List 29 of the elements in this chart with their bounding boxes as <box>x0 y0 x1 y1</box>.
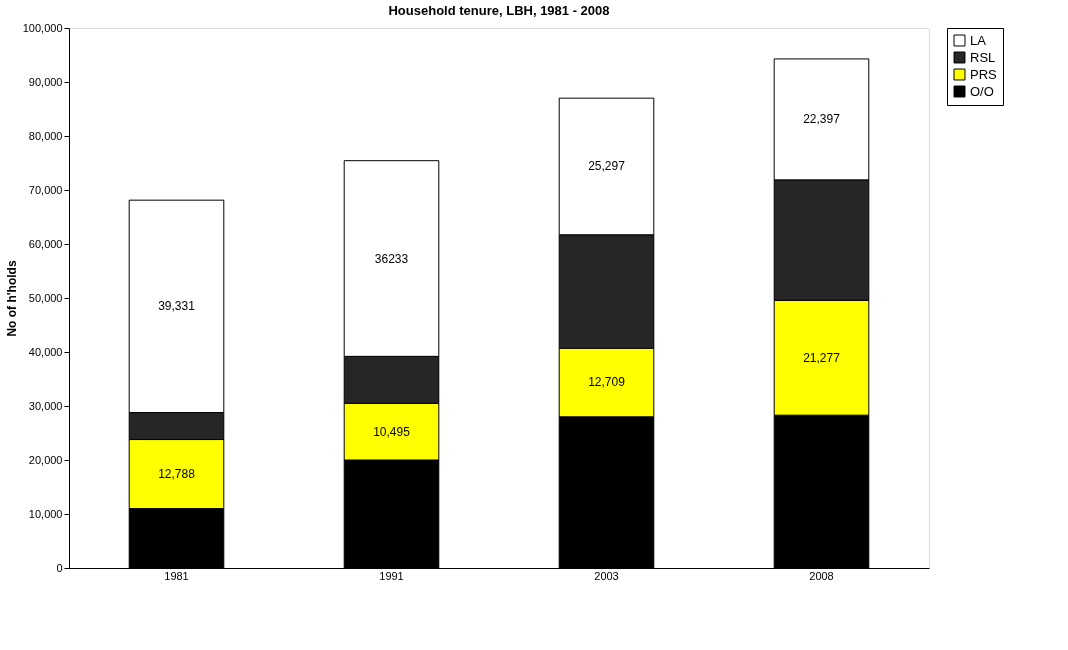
data-label: 25,297 <box>588 159 626 174</box>
y-tick-label: 50,000 <box>28 291 63 304</box>
x-tick-label: 1991 <box>379 569 404 582</box>
y-tick-label: 10,000 <box>28 507 63 520</box>
data-label: 10,495 <box>373 424 411 439</box>
y-tick-label: 60,000 <box>28 237 63 250</box>
y-tick-label: 90,000 <box>28 75 63 88</box>
legend-label: LA <box>970 32 987 48</box>
x-tick-label: 2003 <box>594 569 619 582</box>
y-tick-label: 100,000 <box>22 21 63 34</box>
y-tick-label: 0 <box>56 561 63 574</box>
y-tick-label: 20,000 <box>28 453 63 466</box>
y-tick-label: 80,000 <box>28 129 63 142</box>
data-label: 12,709 <box>588 375 626 390</box>
x-tick-label: 1981 <box>164 569 189 582</box>
legend-label: RSL <box>970 49 996 65</box>
legend-label: O/O <box>970 83 994 99</box>
data-label: 36233 <box>374 251 409 266</box>
y-tick-label: 70,000 <box>28 183 63 196</box>
y-axis-title: No of h'holds <box>4 260 19 337</box>
legend-label: PRS <box>970 66 998 82</box>
chart-title: Household tenure, LBH, 1981 - 2008 <box>388 3 610 18</box>
y-tick-label: 40,000 <box>28 345 63 358</box>
x-tick-label: 2008 <box>809 569 834 582</box>
y-tick-label: 30,000 <box>28 399 63 412</box>
data-label: 12,788 <box>158 467 196 482</box>
data-label: 22,397 <box>803 112 841 127</box>
data-label: 39,331 <box>158 299 196 314</box>
data-label: 21,277 <box>803 350 841 365</box>
